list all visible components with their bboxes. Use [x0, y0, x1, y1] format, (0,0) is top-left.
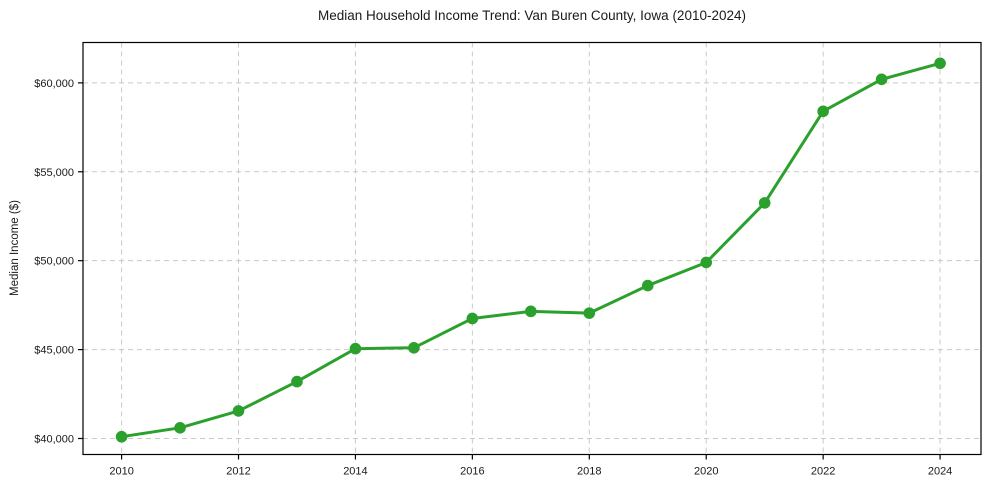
y-tick-label: $45,000 [34, 345, 74, 357]
data-point-2020 [700, 256, 713, 269]
x-tick-label: 2016 [460, 466, 484, 478]
y-tick-label: $60,000 [34, 78, 74, 90]
data-point-2014 [349, 342, 362, 355]
data-point-2022 [817, 105, 829, 118]
x-tick-label: 2014 [343, 466, 367, 478]
x-tick-label: 2024 [928, 466, 952, 478]
data-point-2015 [408, 342, 420, 354]
y-tick-label: $40,000 [34, 433, 74, 445]
y-tick-label: $55,000 [34, 167, 74, 179]
data-point-2018 [583, 307, 596, 319]
plot-border [82, 41, 982, 456]
chart-title: Median Household Income Trend: Van Buren… [317, 8, 746, 23]
x-tick-label: 2010 [109, 466, 133, 478]
data-point-2024 [934, 57, 946, 70]
x-tick-label: 2020 [694, 466, 718, 478]
trend-line [120, 61, 942, 439]
y-tick-label: $50,000 [34, 256, 74, 268]
data-point-2010 [115, 430, 128, 443]
data-point-2013 [291, 375, 303, 388]
data-point-2021 [758, 197, 771, 209]
x-tick-label: 2012 [226, 466, 250, 478]
data-point-2017 [525, 305, 537, 318]
data-point-2023 [875, 73, 888, 86]
data-point-2016 [466, 312, 479, 325]
grid-lines [83, 42, 981, 455]
x-tick-label: 2018 [577, 466, 601, 478]
axis-ticks [78, 82, 941, 460]
data-points [115, 57, 946, 443]
x-tick-label: 2022 [811, 466, 835, 478]
axis-tick-labels: $40,000 $45,000 $50,000 $55,000 $60,000 2010 2… [34, 78, 952, 478]
data-point-2019 [641, 279, 654, 292]
data-point-2011 [174, 422, 186, 434]
data-point-2012 [232, 405, 245, 417]
